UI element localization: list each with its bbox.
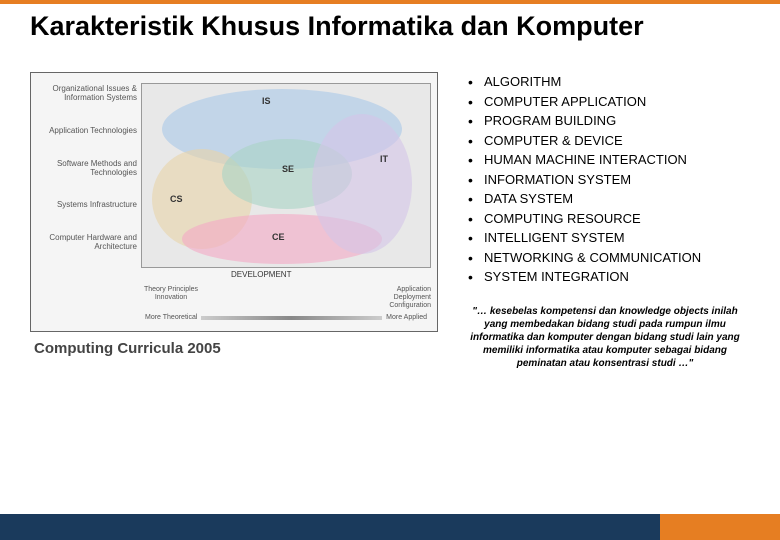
list-item: INTELLIGENT SYSTEM xyxy=(468,228,750,248)
list-item: SYSTEM INTEGRATION xyxy=(468,267,750,287)
y-label: Organizational Issues & Information Syst… xyxy=(35,85,137,103)
y-axis-labels: Organizational Issues & Information Syst… xyxy=(35,85,137,275)
x-right-label: Application Deployment Configuration xyxy=(371,286,431,309)
label-ce: CE xyxy=(272,232,285,242)
list-item: PROGRAM BUILDING xyxy=(468,111,750,131)
x-axis-labels: Theory Principles Innovation Application… xyxy=(141,286,431,309)
y-label: Application Technologies xyxy=(35,127,137,136)
spectrum-bar: More Theoretical More Applied xyxy=(141,314,431,321)
label-it: IT xyxy=(380,154,388,164)
page-title: Karakteristik Khusus Informatika dan Kom… xyxy=(30,10,750,42)
list-item: HUMAN MACHINE INTERACTION xyxy=(468,150,750,170)
spectrum-gradient xyxy=(201,316,382,320)
list-item: COMPUTING RESOURCE xyxy=(468,209,750,229)
list-item: NETWORKING & COMMUNICATION xyxy=(468,248,750,268)
x-left-label: Theory Principles Innovation xyxy=(141,286,201,309)
quote-text: "… kesebelas kompetensi dan knowledge ob… xyxy=(460,287,750,370)
list-item: ALGORITHM xyxy=(468,72,750,92)
content-row: Organizational Issues & Information Syst… xyxy=(0,52,780,370)
y-label: Computer Hardware and Architecture xyxy=(35,234,137,252)
curricula-diagram: Organizational Issues & Information Syst… xyxy=(30,72,438,332)
chart-canvas: IS IT SE CS CE xyxy=(141,83,431,268)
right-column: ALGORITHM COMPUTER APPLICATION PROGRAM B… xyxy=(460,72,750,370)
spectrum-right: More Applied xyxy=(382,314,431,321)
label-se: SE xyxy=(282,164,294,174)
y-label: Systems Infrastructure xyxy=(35,201,137,210)
list-item: COMPUTER & DEVICE xyxy=(468,131,750,151)
list-item: INFORMATION SYSTEM xyxy=(468,170,750,190)
diagram-panel: Organizational Issues & Information Syst… xyxy=(30,72,440,370)
slide-header: Karakteristik Khusus Informatika dan Kom… xyxy=(0,4,780,52)
competency-list: ALGORITHM COMPUTER APPLICATION PROGRAM B… xyxy=(460,72,750,287)
list-item: COMPUTER APPLICATION xyxy=(468,92,750,112)
label-is: IS xyxy=(262,96,271,106)
list-item: DATA SYSTEM xyxy=(468,189,750,209)
diagram-caption: Computing Curricula 2005 xyxy=(30,332,440,365)
footer-bar xyxy=(0,514,780,540)
spectrum-left: More Theoretical xyxy=(141,314,201,321)
ellipse-it xyxy=(312,114,412,254)
label-cs: CS xyxy=(170,194,183,204)
x-center-label: DEVELOPMENT xyxy=(231,270,291,279)
y-label: Software Methods and Technologies xyxy=(35,160,137,178)
